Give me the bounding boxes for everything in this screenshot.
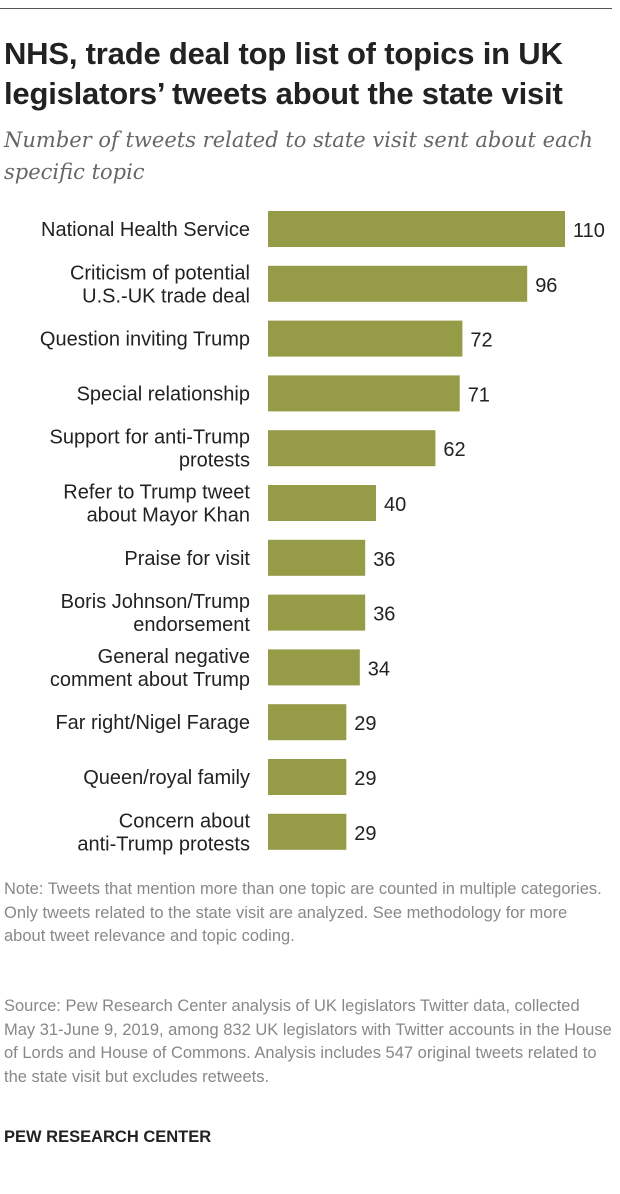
category-label: Support for anti-Trump protests <box>50 427 250 472</box>
bar-value-label: 34 <box>368 658 390 680</box>
bar <box>268 265 528 302</box>
category-label: Far right/Nigel Farage <box>55 712 250 734</box>
chart-title: NHS, trade deal top list of topics in UK… <box>4 36 563 111</box>
category-label: General negative comment about Trump <box>50 646 250 691</box>
chart-note: Note: Tweets that mention more than one … <box>4 880 602 945</box>
bar-value-label: 110 <box>573 220 605 242</box>
bar <box>268 375 460 412</box>
top-rule <box>0 8 612 9</box>
category-label: Concern about anti-Trump protests <box>77 810 250 855</box>
category-label: Question inviting Trump <box>40 329 250 351</box>
bar <box>268 649 360 686</box>
bar <box>268 594 366 631</box>
category-label: Special relationship <box>77 383 250 405</box>
bar <box>268 485 376 521</box>
bar <box>268 211 565 247</box>
bar <box>268 813 347 850</box>
category-label: Criticism of potential U.S.-UK trade deal <box>70 262 250 307</box>
pew-logo-text: PEW RESEARCH CENTER <box>4 1128 212 1146</box>
bar <box>268 430 436 467</box>
chart-subtitle: Number of tweets related to state visit … <box>4 128 593 184</box>
category-label: Refer to Trump tweet about Mayor Khan <box>63 482 250 527</box>
bar-value-label: 72 <box>470 330 492 352</box>
bar-value-label: 36 <box>373 604 395 626</box>
category-label: Boris Johnson/Trump endorsement <box>61 591 251 636</box>
bar-value-label: 71 <box>468 384 490 406</box>
bar-value-label: 29 <box>354 768 376 790</box>
category-label: Praise for visit <box>124 548 250 570</box>
category-label: National Health Service <box>41 219 250 241</box>
bar <box>268 759 347 795</box>
bar-chart: 110 National Health Service 96 Criticism of… <box>40 211 605 855</box>
bar-value-label: 62 <box>443 439 465 461</box>
bar-value-label: 29 <box>354 713 376 735</box>
chart-source: Source: Pew Research Center analysis of … <box>4 997 612 1086</box>
category-label: Queen/royal family <box>83 767 250 789</box>
bar <box>268 320 463 357</box>
bar-value-label: 40 <box>384 494 406 516</box>
bar <box>268 539 366 576</box>
bar <box>268 704 347 741</box>
bar-value-label: 29 <box>354 823 376 845</box>
bar-value-label: 36 <box>373 549 395 571</box>
bar-value-label: 96 <box>535 275 557 297</box>
